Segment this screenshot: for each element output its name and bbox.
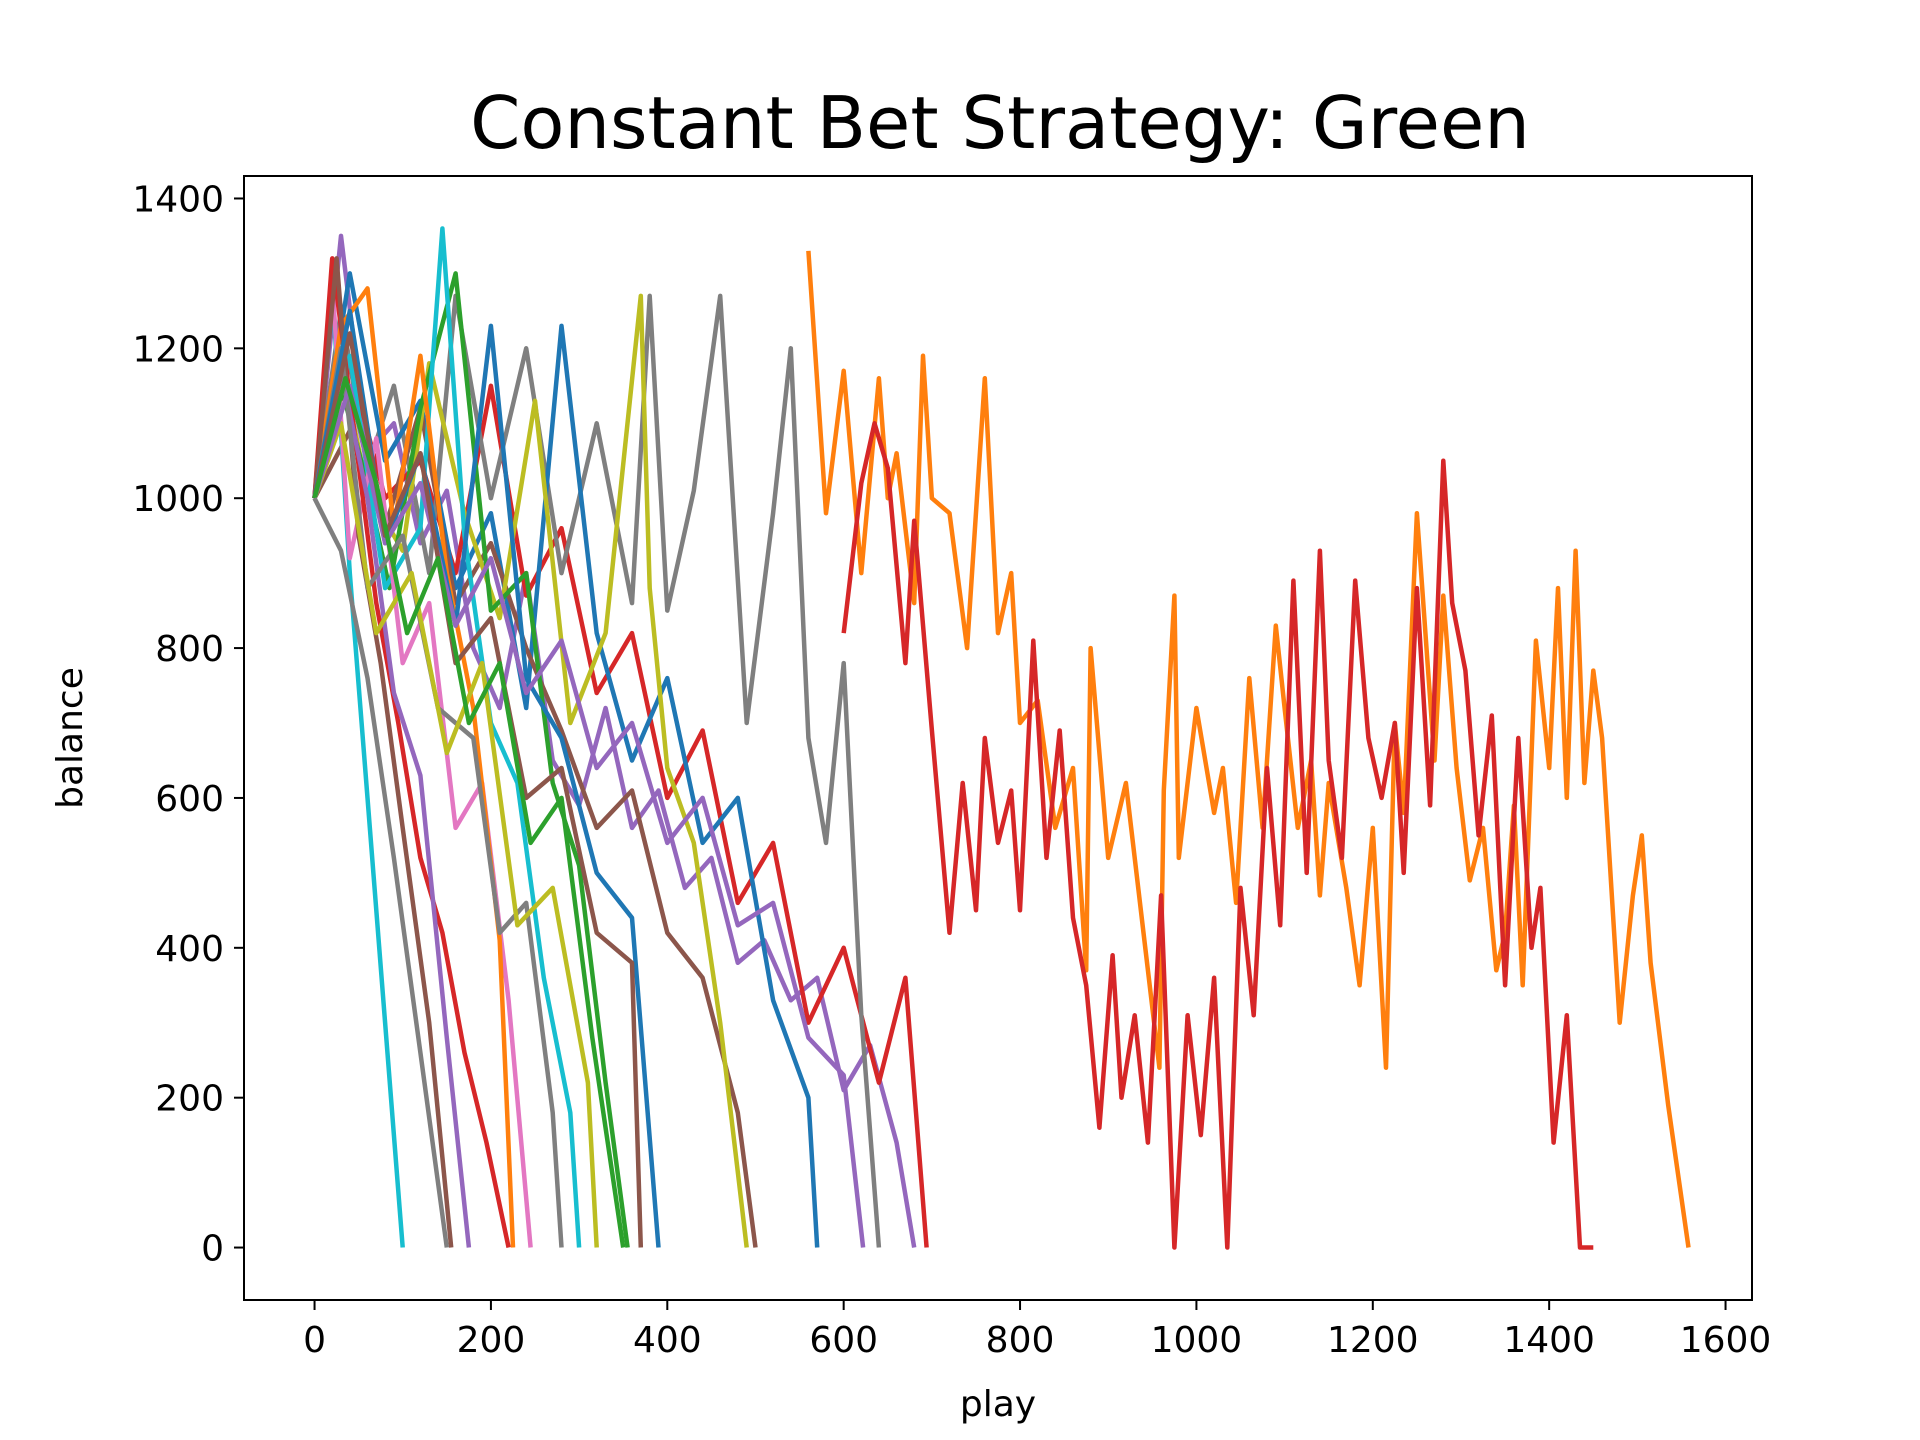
series-line-15 [312, 256, 454, 1248]
y-tick-label: 0 [201, 1229, 224, 1270]
x-tick-label: 1000 [1151, 1320, 1243, 1361]
x-tick-label: 400 [633, 1320, 702, 1361]
y-tick-label: 400 [155, 929, 224, 970]
y-tick-label: 600 [155, 779, 224, 820]
series-line-20 [312, 383, 866, 1248]
y-tick-label: 800 [155, 629, 224, 670]
chart-title: Constant Bet Strategy: Green [470, 81, 1530, 165]
x-tick-label: 0 [303, 1320, 326, 1361]
x-tick-label: 200 [457, 1320, 526, 1361]
plot-frame [243, 175, 1753, 1301]
y-axis-label: balance [50, 667, 91, 809]
x-tick-label: 600 [809, 1320, 878, 1361]
series-line-2 [841, 421, 1594, 1250]
y-tick-label: 1000 [132, 479, 224, 520]
x-tick-label: 1600 [1680, 1320, 1772, 1361]
series-line-5 [312, 293, 882, 1248]
series-line-1 [806, 250, 1691, 1248]
y-tick-label: 200 [155, 1079, 224, 1120]
x-axis-ticks: 0 200 400 600 800 1000 1200 1400 1600 [303, 1300, 1771, 1361]
plot-lines [312, 226, 1691, 1250]
x-tick-label: 1200 [1327, 1320, 1419, 1361]
y-tick-label: 1400 [132, 179, 224, 220]
y-tick-label: 1200 [132, 329, 224, 370]
x-axis-label: play [960, 1384, 1036, 1425]
series-line-17 [312, 346, 564, 1248]
series-line-23 [312, 497, 450, 1248]
y-axis-ticks: 0 200 400 600 800 1000 1200 1400 [132, 179, 244, 1270]
x-tick-label: 1400 [1503, 1320, 1595, 1361]
series-line-22 [312, 376, 626, 1248]
x-tick-label: 800 [986, 1320, 1055, 1361]
series-line-6 [312, 271, 820, 1248]
